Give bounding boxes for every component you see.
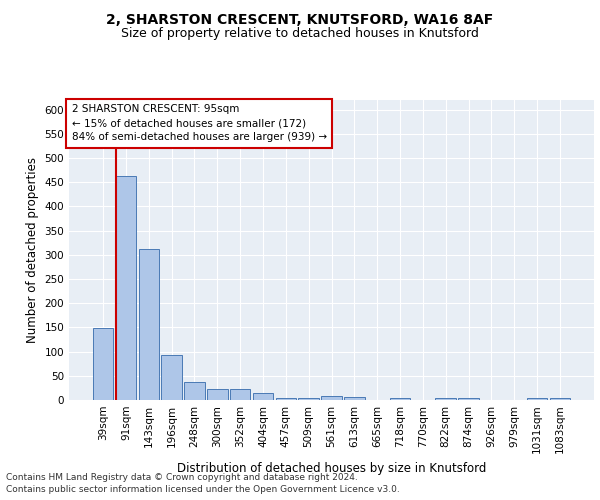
- Bar: [321, 396, 342, 400]
- Text: Contains public sector information licensed under the Open Government Licence v3: Contains public sector information licen…: [6, 485, 400, 494]
- Bar: [93, 328, 113, 400]
- Text: Size of property relative to detached houses in Knutsford: Size of property relative to detached ho…: [121, 28, 479, 40]
- Bar: [184, 382, 205, 400]
- Bar: [458, 398, 479, 400]
- Bar: [161, 355, 182, 400]
- Bar: [116, 176, 136, 400]
- Bar: [550, 398, 570, 400]
- Bar: [436, 398, 456, 400]
- Text: Contains HM Land Registry data © Crown copyright and database right 2024.: Contains HM Land Registry data © Crown c…: [6, 472, 358, 482]
- Bar: [207, 390, 227, 400]
- Bar: [298, 398, 319, 400]
- X-axis label: Distribution of detached houses by size in Knutsford: Distribution of detached houses by size …: [177, 462, 486, 475]
- Bar: [139, 249, 159, 400]
- Bar: [344, 397, 365, 400]
- Bar: [230, 390, 250, 400]
- Bar: [275, 398, 296, 400]
- Text: 2 SHARSTON CRESCENT: 95sqm
← 15% of detached houses are smaller (172)
84% of sem: 2 SHARSTON CRESCENT: 95sqm ← 15% of deta…: [71, 104, 327, 142]
- Bar: [390, 398, 410, 400]
- Bar: [253, 393, 273, 400]
- Text: 2, SHARSTON CRESCENT, KNUTSFORD, WA16 8AF: 2, SHARSTON CRESCENT, KNUTSFORD, WA16 8A…: [106, 12, 494, 26]
- Bar: [527, 398, 547, 400]
- Y-axis label: Number of detached properties: Number of detached properties: [26, 157, 39, 343]
